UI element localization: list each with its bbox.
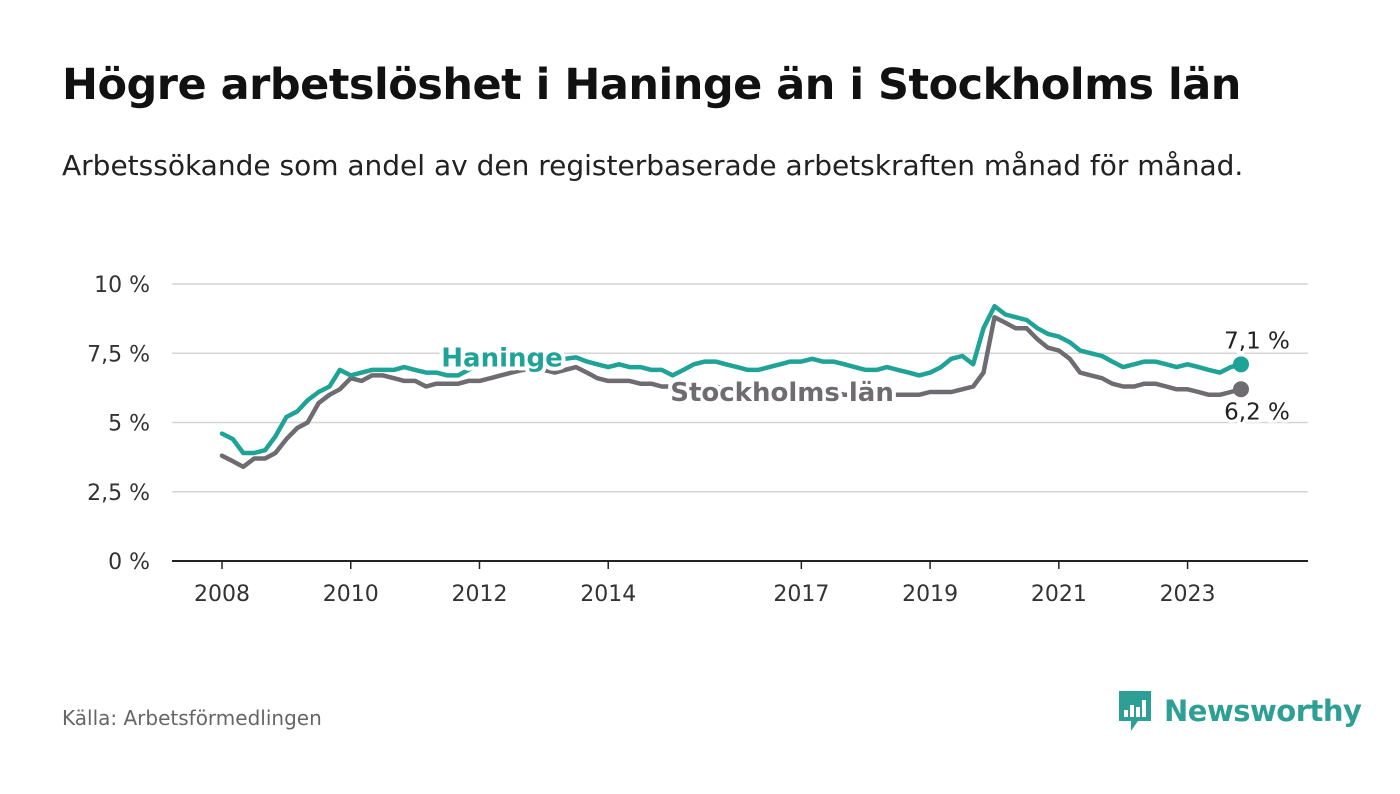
series-lines [219, 303, 1249, 470]
y-tick-label: 2,5 % [87, 481, 150, 506]
y-axis-tick-labels: 0 % 2,5 % 5 % 7,5 % 10 % [87, 273, 150, 575]
y-tick-label: 0 % [108, 550, 150, 575]
series-end-value-label: 6,2 % [1224, 399, 1290, 425]
x-tick-label: 2017 [773, 582, 829, 607]
source-note: Källa: Arbetsförmedlingen [62, 706, 322, 730]
y-tick-label: 10 % [94, 273, 150, 298]
newsworthy-logo: Newsworthy [1116, 688, 1362, 734]
brand-name: Newsworthy [1164, 694, 1362, 728]
series-name-label: Stockholms län [670, 378, 894, 408]
x-axis-tick-labels: 2008 2010 2012 2014 2017 2019 2021 2023 [194, 561, 1216, 607]
series-end-point [1233, 381, 1249, 398]
series-line-stockholms-lan [219, 314, 1244, 470]
chart-title: Högre arbetslöshet i Haninge än i Stockh… [62, 60, 1241, 110]
x-tick-label: 2019 [902, 582, 958, 607]
x-tick-label: 2014 [580, 582, 636, 607]
series-end-value-label: 7,1 % [1224, 328, 1290, 354]
series-name-label: Haninge [441, 343, 562, 373]
series-end-point [1233, 356, 1249, 373]
y-tick-label: 7,5 % [87, 342, 150, 367]
series-line-haninge [219, 303, 1244, 456]
x-tick-label: 2023 [1160, 582, 1216, 607]
y-tick-label: 5 % [108, 412, 150, 437]
x-tick-label: 2012 [451, 582, 507, 607]
x-tick-label: 2010 [323, 582, 379, 607]
x-tick-label: 2021 [1031, 582, 1087, 607]
x-tick-label: 2008 [194, 582, 250, 607]
series-labels: Haninge 7,1 % Stockholms län 6,2 % [437, 325, 1293, 428]
bar-chart-speech-bubble-icon [1119, 691, 1151, 731]
chart-subtitle: Arbetssökande som andel av den registerb… [62, 149, 1244, 182]
gridlines [172, 283, 1308, 562]
